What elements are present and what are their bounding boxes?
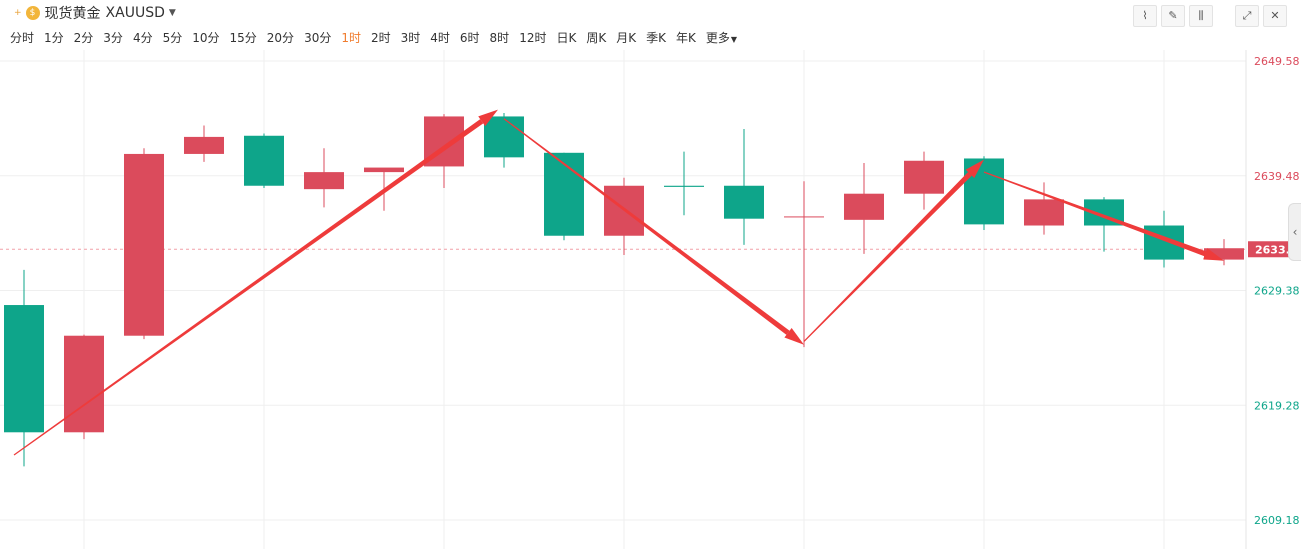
candle-body (724, 185, 764, 219)
trend-arrow-head (1203, 248, 1224, 261)
y-tick-label: 2639.48 (1254, 170, 1300, 183)
star-icon[interactable]: + (14, 8, 22, 18)
y-tick-label: 2619.28 (1254, 399, 1300, 412)
trend-arrow-shaft (803, 171, 972, 342)
candle-body (124, 153, 164, 336)
tab-9[interactable]: 30分 (304, 31, 332, 45)
y-tick-label: 2609.18 (1254, 514, 1300, 527)
candle-tool-icon[interactable]: ⫼ (1189, 5, 1213, 27)
tab-1[interactable]: 1分 (44, 31, 64, 45)
candlestick-chart[interactable]: 2649.582639.482629.382619.282609.182633.… (0, 50, 1301, 549)
period-tabs: 分时 1分 2分 3分 4分 5分 10分 15分 20分 30分 1时 2时 3时 4时 6时 8时 12时日… (10, 29, 747, 46)
tab-13[interactable]: 4时 (430, 31, 450, 45)
trend-arrow-shaft (983, 171, 1207, 257)
tab-21[interactable]: 年K (675, 31, 696, 45)
instrument-symbol: XAUUSD (105, 5, 165, 21)
tab-22[interactable]: 更多▼ (705, 31, 738, 45)
caret-down-icon[interactable]: ▼ (168, 8, 176, 18)
tab-8[interactable]: 20分 (266, 31, 295, 45)
candle-body (304, 172, 344, 190)
tab-0[interactable]: 分时 (10, 31, 35, 45)
candle-body (1024, 199, 1064, 226)
tab-20[interactable]: 季K (646, 31, 666, 45)
candle-body (544, 152, 584, 236)
y-tick-label: 2629.38 (1254, 285, 1300, 298)
tab-10[interactable]: 1时 (341, 31, 361, 45)
tab-16[interactable]: 12时 (519, 31, 547, 45)
tab-7[interactable]: 15分 (229, 31, 257, 45)
candle-body (184, 136, 224, 154)
trend-arrow-shaft (13, 119, 484, 456)
trend-arrow-head (965, 159, 984, 179)
pen-tool-icon[interactable]: ✎ (1161, 5, 1185, 27)
instrument-selector[interactable]: + $ 现货黄金 XAUUSD ▼ (14, 3, 176, 23)
tab-11[interactable]: 2时 (370, 31, 391, 45)
tab-6[interactable]: 10分 (192, 31, 220, 45)
tab-18[interactable]: 周K (586, 31, 607, 45)
candle-body (1204, 248, 1244, 260)
y-tick-label: 2649.58 (1254, 55, 1300, 68)
tab-19[interactable]: 月K (616, 31, 637, 45)
candle-body (784, 216, 824, 218)
trend-arrow-shaft (503, 118, 790, 335)
tab-2[interactable]: 2分 (73, 31, 94, 45)
header: + $ 现货黄金 XAUUSD ▼ ⌇ ✎ ⫼ ⤢ ✕ (0, 0, 1301, 27)
more-caret-icon[interactable]: ▼ (730, 35, 738, 44)
instrument-name: 现货黄金 (44, 6, 101, 22)
tab-3[interactable]: 3分 (103, 31, 123, 45)
last-price-tag (1248, 241, 1300, 258)
trend-arrow-head (478, 109, 498, 127)
tab-4[interactable]: 4分 (132, 31, 153, 45)
candle-body (664, 185, 704, 187)
tab-17[interactable]: 日K (556, 31, 577, 45)
trend-arrow-head (784, 327, 804, 345)
candle-body (904, 160, 944, 194)
tab-12[interactable]: 3时 (400, 31, 421, 45)
collapse-panel-handle[interactable]: ‹ (1288, 203, 1301, 261)
tab-14[interactable]: 6时 (459, 31, 480, 45)
candle-body (844, 193, 884, 220)
expand-icon[interactable]: ⤢ (1235, 5, 1259, 27)
candle-body (4, 305, 44, 433)
candle-body (244, 135, 284, 186)
candle-body (484, 116, 524, 158)
candle-body (64, 335, 104, 433)
tab-15[interactable]: 8时 (489, 31, 510, 45)
chart-toolbar: ⌇ ✎ ⫼ ⤢ ✕ (1133, 5, 1287, 27)
gold-coin-icon: $ (25, 6, 40, 20)
candle-body (364, 167, 404, 173)
close-icon[interactable]: ✕ (1263, 5, 1287, 27)
line-tool-icon[interactable]: ⌇ (1133, 5, 1157, 27)
tab-5[interactable]: 5分 (162, 31, 183, 45)
